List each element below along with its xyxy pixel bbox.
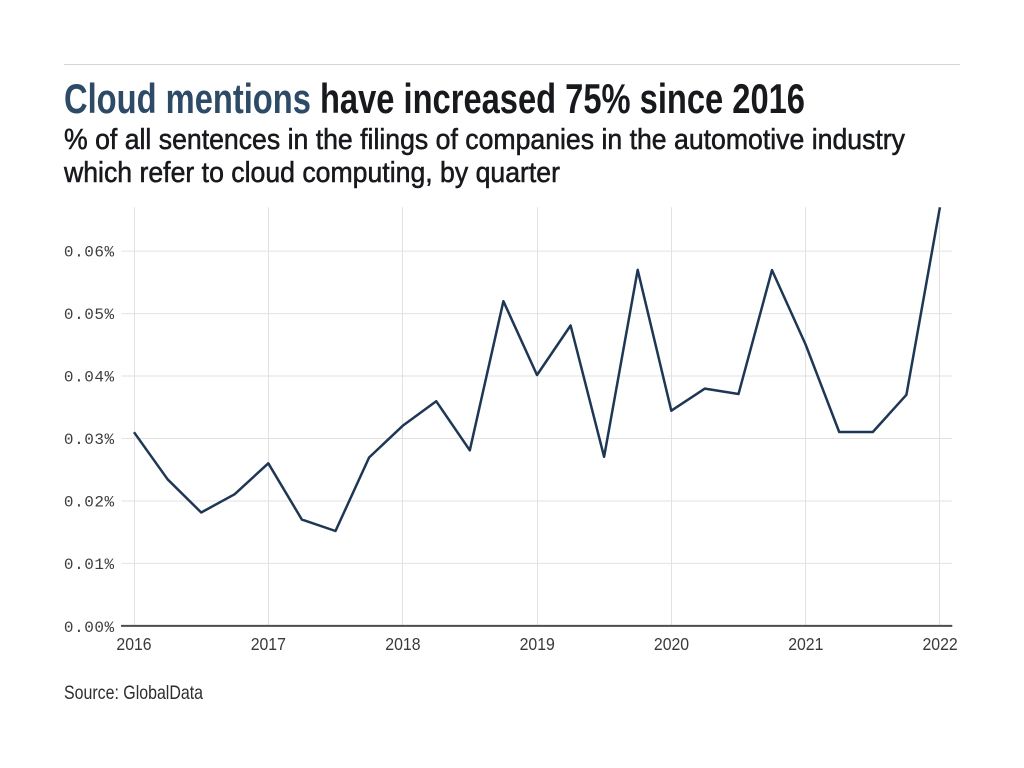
svg-text:2017: 2017: [251, 634, 286, 654]
svg-text:2021: 2021: [788, 634, 823, 654]
svg-text:0.04%: 0.04%: [64, 369, 115, 387]
svg-text:2018: 2018: [385, 634, 420, 654]
svg-text:0.01%: 0.01%: [64, 556, 115, 574]
svg-text:2020: 2020: [654, 634, 689, 654]
svg-text:2016: 2016: [116, 634, 151, 654]
svg-text:0.00%: 0.00%: [64, 619, 115, 637]
svg-text:0.06%: 0.06%: [64, 244, 115, 262]
svg-text:2022: 2022: [922, 634, 957, 654]
svg-text:0.03%: 0.03%: [64, 431, 115, 449]
svg-text:2019: 2019: [520, 634, 555, 654]
svg-text:0.05%: 0.05%: [64, 306, 115, 324]
svg-text:0.02%: 0.02%: [64, 494, 115, 512]
